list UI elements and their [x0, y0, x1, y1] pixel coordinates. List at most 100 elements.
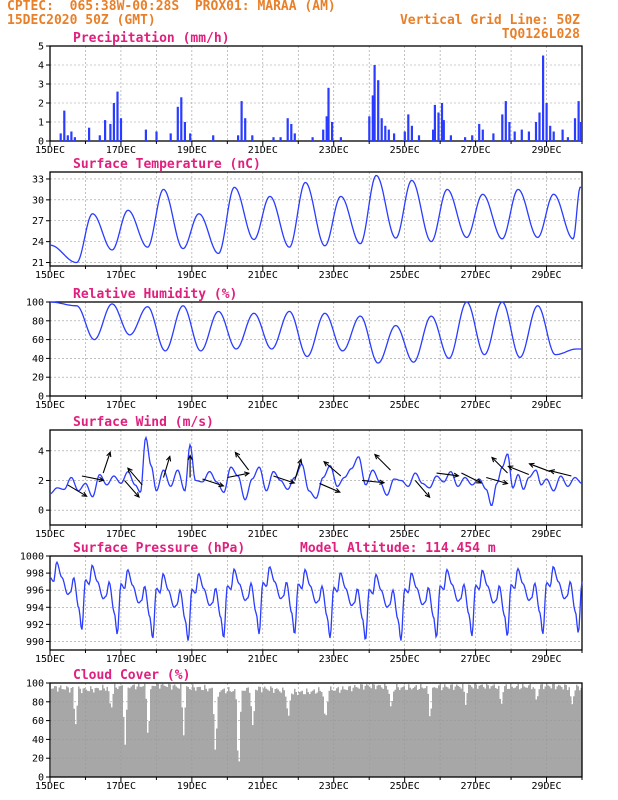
wind-vector — [127, 467, 143, 486]
cloud-bar — [313, 689, 315, 777]
wind-vector — [202, 478, 224, 487]
cloud-bar — [156, 683, 158, 777]
cloud-bar — [150, 689, 152, 777]
cloud-bar — [385, 685, 387, 777]
cloud-bar — [450, 684, 452, 777]
cloud-bar — [136, 686, 138, 777]
cloud-bar — [109, 703, 111, 777]
cloud-bar — [447, 687, 449, 777]
cloud-bar — [240, 711, 242, 777]
cloud-axes: 0 20 40 60 80 100 15DEC 17DEC 19DEC 21DEC 23DEC 25D… — [26, 668, 583, 792]
precip-bar — [527, 131, 530, 141]
cloud-bar — [283, 690, 285, 777]
cloud-bar — [421, 687, 423, 777]
precip-bar — [373, 65, 376, 141]
header-model: TQ0126L028 — [501, 27, 580, 42]
cloud-bar — [453, 689, 455, 777]
cloud-bar — [375, 689, 377, 777]
cloud-bar — [193, 687, 195, 777]
cloud-bar — [568, 687, 570, 777]
precip-bar — [251, 135, 254, 141]
cloud-bar — [483, 687, 485, 777]
precip-bar — [403, 131, 406, 141]
cloud-bar — [445, 686, 447, 777]
cloud-bar — [261, 692, 263, 777]
cloud-bar — [228, 687, 230, 777]
cloud-ytick-label: 0 — [38, 773, 44, 784]
rh-xtick-label: 17DEC — [106, 400, 136, 411]
pres-xtick-label: 21DEC — [248, 654, 278, 665]
cloud-bar — [543, 689, 545, 777]
cloud-bar — [72, 687, 74, 777]
cloud-bar — [472, 688, 474, 777]
cloud-bar — [141, 686, 143, 777]
cloud-bar — [552, 684, 554, 777]
cloud-bar — [387, 689, 389, 777]
precip-bar — [368, 116, 371, 141]
cloud-bar — [55, 686, 57, 777]
cloud-ytick-label: 20 — [32, 754, 44, 765]
cloud-bar — [160, 684, 162, 777]
cloud-bar — [541, 683, 543, 777]
wind-ytick-label: 0 — [38, 506, 44, 517]
precip-xtick-label: 17DEC — [106, 145, 136, 156]
temp-xtick-label: 23DEC — [319, 270, 349, 281]
precip-ytick-label: 4 — [38, 61, 44, 72]
cloud-bar — [486, 683, 488, 777]
cloud-bar — [550, 688, 552, 777]
cloud-bar — [93, 692, 95, 777]
precip-title: Precipitation (mm/h) — [73, 31, 230, 46]
wind-vector-head — [134, 492, 140, 498]
cloud-bar — [409, 687, 411, 777]
cloud-bar — [514, 687, 516, 777]
cloud-bar — [394, 689, 396, 777]
cloud-bar — [151, 685, 153, 777]
wind-vector — [508, 465, 530, 476]
header-grid-note: Vertical Grid Line: 50Z — [399, 13, 580, 28]
cloud-bar — [69, 692, 71, 777]
pres-ytick-label: 994 — [26, 603, 44, 614]
cloud-bar — [417, 690, 419, 777]
cloud-bar — [201, 689, 203, 777]
cloud-bar — [354, 685, 356, 777]
cloud-bar — [292, 694, 294, 777]
cloud-bar — [130, 686, 132, 777]
cloud-bar — [181, 707, 183, 777]
cloud-bar — [168, 683, 170, 777]
pres-ytick-label: 992 — [26, 620, 44, 631]
cloud-bar — [106, 686, 108, 777]
wind-vector — [124, 480, 140, 498]
cloud-bar — [382, 688, 384, 777]
cloud-bar — [219, 692, 221, 777]
precip-bar — [327, 87, 330, 141]
cloud-bar — [142, 686, 144, 777]
pres-ytick-label: 998 — [26, 569, 44, 580]
wind-xtick-label: 27DEC — [461, 529, 491, 540]
cloud-bar — [477, 688, 479, 777]
precip-bar — [176, 106, 179, 141]
cloud-bar — [364, 685, 366, 777]
cloud-bar — [393, 691, 395, 777]
cloud-ytick-label: 80 — [32, 697, 44, 708]
cloud-bar — [73, 708, 75, 777]
cloud-bar — [274, 689, 276, 777]
cloud-ytick-label: 40 — [32, 735, 44, 746]
cloud-bar — [408, 684, 410, 777]
wind-vector — [486, 476, 508, 485]
cloud-bar — [231, 691, 233, 777]
cloud-xtick-label: 19DEC — [177, 781, 207, 792]
cloud-bar — [535, 699, 537, 777]
cloud-bar — [94, 688, 96, 777]
cloud-bar — [519, 689, 521, 777]
precip-bar — [144, 129, 147, 141]
cloud-bar — [253, 711, 255, 777]
wind-vector — [414, 480, 431, 498]
cloud-bar — [412, 688, 414, 777]
cloud-bar — [312, 690, 314, 777]
cloud-bar — [496, 688, 498, 777]
wind-vector-head — [106, 450, 112, 458]
precip-bar — [449, 135, 452, 141]
cloud-bar — [202, 690, 204, 777]
precip-bar — [322, 129, 325, 141]
cloud-bar — [571, 704, 573, 777]
